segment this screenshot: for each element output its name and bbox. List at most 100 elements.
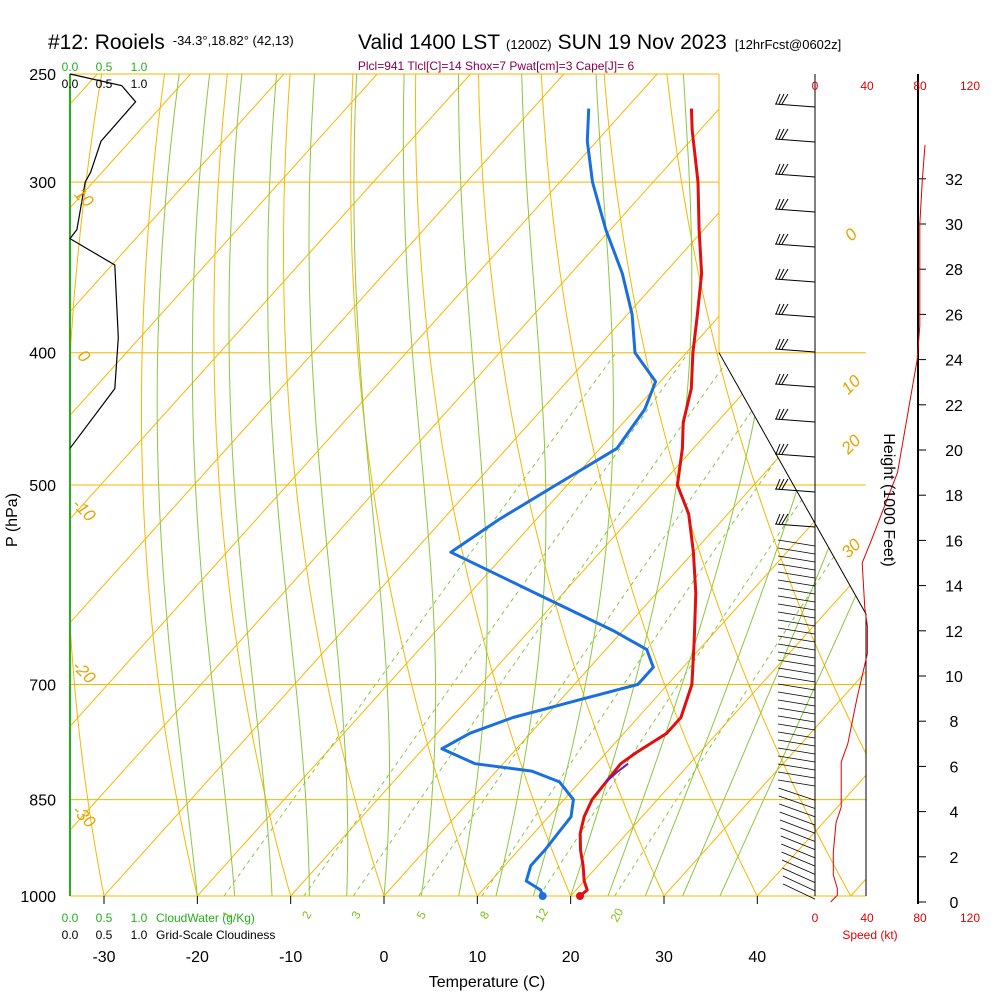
cloudwater-tick: 1.0 <box>131 60 148 74</box>
wind-barb-feather <box>778 513 785 525</box>
cloudwater-tick: 0.0 <box>62 60 79 74</box>
wind-barb-feather <box>781 513 789 525</box>
pressure-tick-label: 300 <box>29 175 56 192</box>
mixing-ratio-label: 5 <box>414 908 430 921</box>
stability-indices: Plcl=941 Tlcl[C]=14 Shox=7 Pwat[cm]=3 Ca… <box>358 59 635 73</box>
wind-speed-line <box>830 144 926 903</box>
height-tick-label: 14 <box>945 579 963 596</box>
wind-barb <box>774 348 816 353</box>
wind-barb <box>779 819 816 834</box>
isotherm-line <box>570 74 866 896</box>
wind-barb <box>781 851 816 867</box>
cloudwater-tick: 1.0 <box>131 911 148 925</box>
cloudiness-line <box>69 73 137 449</box>
wind-barb-feather <box>778 93 785 105</box>
cloud-scale-top: 0.0 0.5 1.0 0.0 0.5 1.0 <box>62 60 148 91</box>
wind-barb <box>777 731 816 739</box>
mixing-ratio-line <box>481 352 850 896</box>
dry-adiabat-line <box>854 74 866 896</box>
dry-adiabat-line <box>918 74 1000 896</box>
wind-barb <box>777 763 816 771</box>
wind-barb <box>777 691 816 699</box>
wind-barb <box>774 208 816 213</box>
temperature-tick-label: 10 <box>468 949 486 966</box>
dry-adiabat-line <box>603 74 852 896</box>
wind-barb <box>774 243 816 248</box>
surface-temperature-marker <box>575 892 584 900</box>
cloudiness-tick: 1.0 <box>131 928 148 942</box>
wind-barb-feather <box>781 303 789 315</box>
wind-barb-feather <box>775 303 781 315</box>
wind-barb-feather <box>778 128 785 140</box>
pressure-tick-label: 500 <box>29 478 56 495</box>
theta-label: 30 <box>838 535 865 562</box>
wind-barb-feather <box>775 443 781 455</box>
cloudwater-label: CloudWater (g/Kg) <box>156 911 255 925</box>
wind-barb <box>777 651 816 659</box>
side-panels <box>69 73 926 904</box>
mixing-ratio-label: 12 <box>532 905 551 924</box>
speed-axis-label: Speed (kt) <box>842 928 897 942</box>
surface-dewpoint-marker <box>538 892 547 900</box>
wind-barb-feather <box>775 128 781 140</box>
height-tick-label: 20 <box>945 443 963 460</box>
wind-barb-feather <box>775 478 781 490</box>
grid-background <box>0 73 1000 904</box>
wind-barb <box>777 563 816 571</box>
dry-adiabat-line <box>540 74 758 896</box>
wind-panel-border <box>718 352 867 896</box>
wind-barb <box>783 883 816 900</box>
temperature-tick-label: 40 <box>748 949 766 966</box>
wind-barb-feather <box>775 408 781 420</box>
cloudiness-tick: 0.0 <box>62 77 79 91</box>
wind-barb-feather <box>778 268 785 280</box>
wind-barb <box>774 418 816 423</box>
y-axis-label: P (hPa) <box>4 493 21 547</box>
speed-tick-bottom: 80 <box>913 911 927 925</box>
wind-barb-feather <box>781 233 789 245</box>
height-tick-label: 26 <box>945 307 963 324</box>
wind-barb-feather <box>778 233 785 245</box>
moist-adiabat-line <box>156 74 198 896</box>
wind-barb <box>777 739 816 747</box>
wind-barb <box>781 843 816 859</box>
mixing-ratio-label: 20 <box>608 905 627 924</box>
wind-barb-feather <box>781 268 789 280</box>
wind-barb <box>777 771 816 779</box>
wind-barb-feather <box>781 163 789 175</box>
speed-tick-top: 120 <box>960 79 980 93</box>
dry-adiabat-line <box>981 74 1000 896</box>
height-tick-label: 24 <box>945 353 963 370</box>
wind-barb <box>774 383 816 388</box>
wind-barb <box>777 779 816 787</box>
wind-barb-feather <box>775 513 781 525</box>
wind-barb-feather <box>778 478 785 490</box>
wind-barb <box>777 707 816 715</box>
wind-barb <box>774 278 816 283</box>
cloudiness-tick: 0.5 <box>96 928 113 942</box>
wind-barb <box>782 875 816 892</box>
temperature-tick-label: -10 <box>279 949 302 966</box>
wind-barb <box>777 643 816 651</box>
pressure-tick-label: 1000 <box>20 889 56 906</box>
moist-adiabat-line <box>458 74 488 896</box>
wind-barb <box>774 488 816 493</box>
title-station: #12: Rooiels -34.3°,18.82° (42,13) <box>48 31 294 54</box>
parcel-segment <box>605 762 629 783</box>
speed-tick-bottom: 0 <box>812 911 819 925</box>
temperature-tick-label: 0 <box>380 949 389 966</box>
dewpoint-line <box>440 108 658 897</box>
wind-barb <box>774 453 816 458</box>
wind-barb-feather <box>781 198 789 210</box>
wind-barb <box>779 803 816 818</box>
temperature-tick-label: 20 <box>562 949 580 966</box>
wind-barb <box>777 715 816 723</box>
wind-barb-feather <box>778 373 785 385</box>
cloudiness-tick: 0.0 <box>62 928 79 942</box>
isotherm-line <box>0 74 4 896</box>
temperature-tick-label: -30 <box>92 949 115 966</box>
wind-barb <box>778 787 816 801</box>
wind-barb-feather <box>781 338 789 350</box>
cloudiness-label: Grid-Scale Cloudiness <box>156 928 275 942</box>
